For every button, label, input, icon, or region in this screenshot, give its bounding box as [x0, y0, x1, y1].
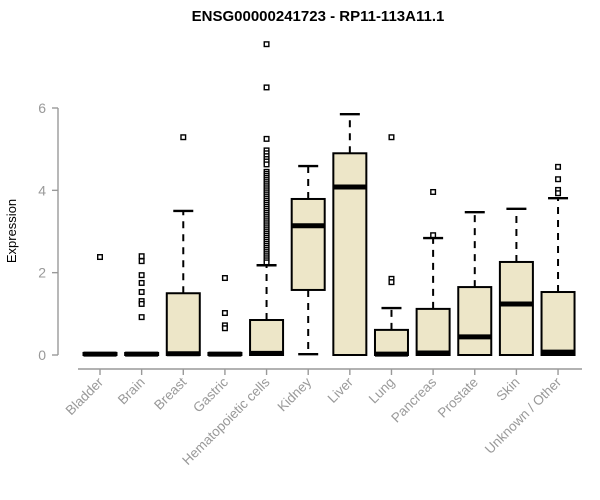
- y-tick-label: 4: [38, 182, 46, 198]
- boxplot-gastric: [207, 275, 243, 357]
- x-tick-label-breast: Breast: [151, 374, 189, 412]
- x-tick-label-unknown-other: Unknown / Other: [482, 374, 565, 457]
- outlier-point: [138, 253, 145, 260]
- box: [373, 328, 409, 356]
- outlier-point: [263, 84, 270, 91]
- outlier-point: [388, 279, 395, 286]
- outlier-point: [388, 134, 395, 141]
- boxes-group: [82, 41, 576, 357]
- x-tick-label-kidney: Kidney: [275, 374, 315, 414]
- outlier-point: [138, 279, 145, 286]
- outlier-point: [221, 310, 228, 317]
- y-tick-label: 0: [38, 347, 46, 363]
- boxplot-hematopoietic-cells: [249, 41, 285, 356]
- boxplot-bladder: [82, 254, 118, 357]
- outlier-point: [555, 190, 562, 197]
- outlier-point: [555, 176, 562, 183]
- outlier-point: [138, 314, 145, 321]
- boxplot-pancreas: [415, 188, 451, 357]
- outlier-point: [221, 275, 228, 282]
- outlier-point: [221, 325, 228, 332]
- outlier-point: [263, 41, 270, 48]
- box: [249, 319, 285, 356]
- chart-title: ENSG00000241723 - RP11-113A11.1: [192, 8, 445, 25]
- box: [457, 286, 493, 357]
- x-tick-label-liver: Liver: [325, 374, 357, 406]
- y-tick-label: 6: [38, 100, 46, 116]
- y-axis-label: Expression: [4, 199, 19, 263]
- boxplot-prostate: [457, 210, 493, 357]
- boxplot-breast: [165, 134, 201, 357]
- box: [290, 197, 326, 291]
- boxplot-lung: [373, 134, 409, 357]
- boxplot-brain: [124, 253, 160, 357]
- outlier-point: [430, 232, 437, 239]
- x-tick-label-prostate: Prostate: [435, 375, 481, 421]
- x-tick-label-gastric: Gastric: [190, 374, 231, 415]
- outlier-point: [138, 258, 145, 265]
- x-tick-label-lung: Lung: [366, 375, 398, 407]
- box: [165, 292, 201, 356]
- box: [332, 152, 368, 356]
- outlier-point: [430, 188, 437, 195]
- y-tick-label: 2: [38, 265, 46, 281]
- x-tick-label-pancreas: Pancreas: [388, 374, 439, 425]
- outlier-point: [96, 254, 103, 261]
- box: [415, 307, 451, 357]
- box: [498, 260, 534, 356]
- box: [540, 291, 576, 357]
- x-tick-label-brain: Brain: [115, 375, 148, 408]
- outlier-point: [180, 134, 187, 141]
- outlier-point: [263, 259, 270, 266]
- outlier-point: [138, 272, 145, 279]
- x-tick-label-skin: Skin: [493, 375, 522, 404]
- outlier-point: [555, 163, 562, 170]
- outlier-point: [138, 300, 145, 307]
- boxplot-skin: [498, 207, 534, 356]
- boxplot-kidney: [290, 164, 326, 356]
- boxplot-unknown-other: [540, 163, 576, 357]
- x-tick-label-bladder: Bladder: [63, 374, 107, 418]
- boxplot-liver: [332, 112, 368, 356]
- outlier-point: [263, 135, 270, 142]
- outlier-point: [138, 289, 145, 296]
- outlier-point: [263, 161, 270, 168]
